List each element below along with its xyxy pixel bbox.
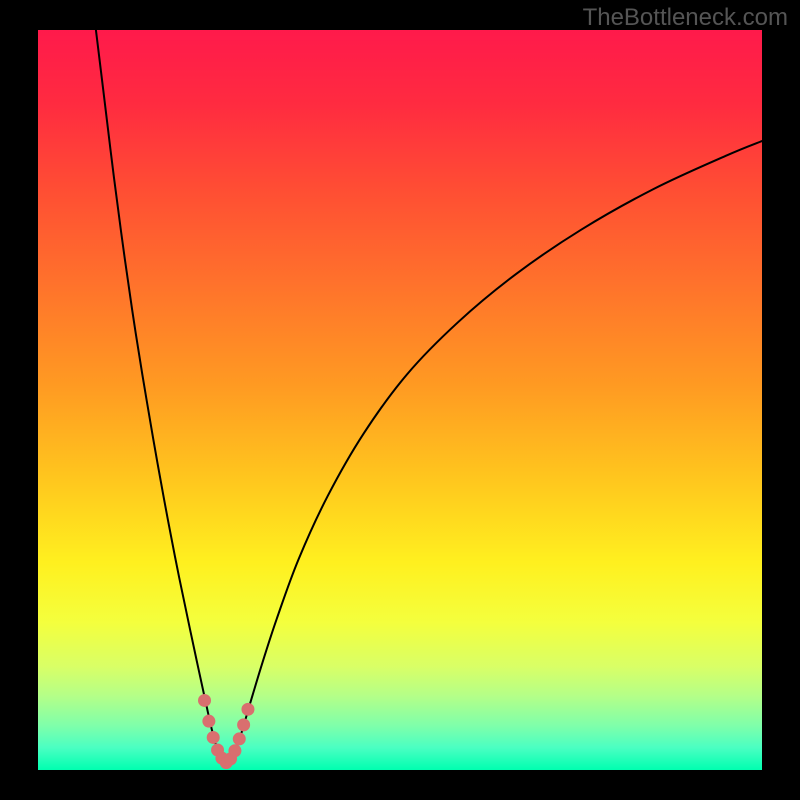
marker-dot xyxy=(238,719,250,731)
marker-dot xyxy=(203,715,215,727)
chart-frame: TheBottleneck.com xyxy=(0,0,800,800)
plot-container xyxy=(0,0,800,800)
watermark-text: TheBottleneck.com xyxy=(583,4,788,32)
marker-dot xyxy=(229,745,241,757)
marker-dot xyxy=(242,703,254,715)
marker-dot xyxy=(199,694,211,706)
marker-dot xyxy=(207,731,219,743)
chart-svg xyxy=(0,0,800,800)
marker-dot xyxy=(233,733,245,745)
